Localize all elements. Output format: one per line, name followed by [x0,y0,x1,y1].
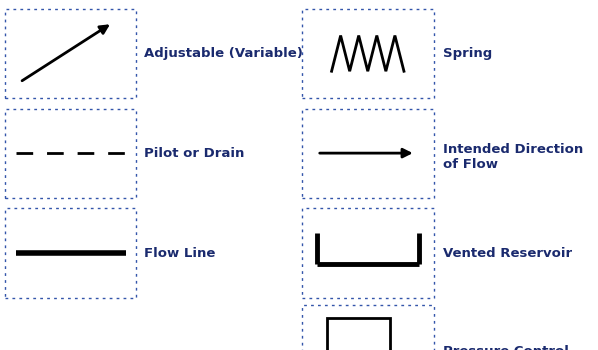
Text: Vented Reservoir: Vented Reservoir [443,246,572,260]
Bar [302,304,434,350]
Bar [5,9,136,98]
Text: Adjustable (Variable): Adjustable (Variable) [144,47,303,60]
Bar [5,108,136,198]
Bar [5,208,136,298]
Text: Pressure Control: Pressure Control [443,345,568,350]
Bar [302,108,434,198]
Bar [302,208,434,298]
Text: Flow Line: Flow Line [144,246,215,260]
Text: Spring: Spring [443,47,492,60]
Bar [327,318,390,350]
Bar [302,9,434,98]
Text: Pilot or Drain: Pilot or Drain [144,147,244,160]
Text: Intended Direction
of Flow: Intended Direction of Flow [443,143,583,171]
